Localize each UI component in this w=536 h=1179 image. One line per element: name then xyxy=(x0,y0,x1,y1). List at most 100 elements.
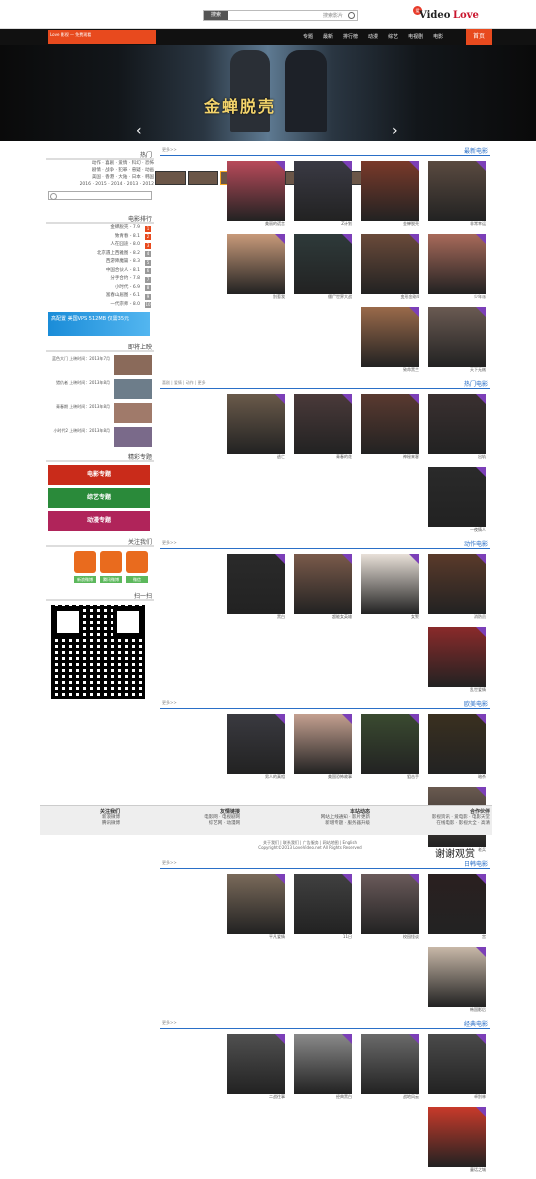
movie-title[interactable]: 美丽的谎言 xyxy=(265,221,285,226)
follow-button[interactable]: 腾讯微博 xyxy=(100,576,122,583)
movie-poster[interactable] xyxy=(361,714,419,774)
rank-item[interactable]: 西游降魔篇 - 8.3 5 xyxy=(105,259,151,266)
movie-card[interactable]: 神秘来客 xyxy=(361,394,419,464)
footer-link[interactable]: 电影网 · 电视剧网 xyxy=(204,815,240,820)
section-more-link[interactable]: 更多>> xyxy=(162,1020,177,1025)
tag-row[interactable]: 剧情 · 战争 · 犯罪 · 悬疑 · 动画 xyxy=(91,168,154,173)
movie-title[interactable]: 变形金刚4 xyxy=(400,294,419,299)
movie-title[interactable]: 老兵 xyxy=(478,847,486,852)
movie-title[interactable]: 致命黑兰 xyxy=(403,367,419,372)
movie-poster[interactable] xyxy=(428,627,486,687)
movie-title[interactable]: 校园怪谈 xyxy=(403,934,419,939)
movie-title[interactable]: 女警 xyxy=(411,614,419,619)
movie-card[interactable]: 卓别林 xyxy=(428,1034,486,1104)
movie-poster[interactable] xyxy=(428,394,486,454)
rank-item[interactable]: 人在囧途 - 8.0 3 xyxy=(110,242,151,249)
rank-item[interactable]: 一代宗师 - 8.0 10 xyxy=(110,301,151,308)
movie-poster[interactable] xyxy=(428,307,486,367)
upcoming-thumbnail[interactable] xyxy=(114,379,152,399)
rank-item[interactable]: 北京遇上西雅图 - 8.2 4 xyxy=(96,250,151,257)
movie-card[interactable]: 黑白 xyxy=(227,554,285,624)
movie-poster[interactable] xyxy=(428,161,486,221)
movie-poster[interactable] xyxy=(428,467,486,527)
movie-card[interactable]: 致命黑兰 xyxy=(361,307,419,377)
section-title[interactable]: 欧美电影 xyxy=(463,701,488,708)
movie-card[interactable]: 二战往事 xyxy=(227,1034,285,1104)
banner-thumb[interactable] xyxy=(187,171,219,185)
footer-link[interactable]: 影视资讯 · 爱电影 · 电影天堂 xyxy=(431,815,490,820)
movie-card[interactable]: 僵尸世界大战 xyxy=(294,234,352,304)
movie-card[interactable]: 狙击手 xyxy=(361,714,419,784)
movie-card[interactable]: 逃亡 xyxy=(227,394,285,464)
movie-poster[interactable] xyxy=(294,554,352,614)
movie-title[interactable]: 11日 xyxy=(342,934,352,939)
site-logo[interactable]: 爱 Video Love xyxy=(413,4,483,26)
movie-poster[interactable] xyxy=(294,1034,352,1094)
rank-item[interactable]: 中国合伙人 - 8.1 6 xyxy=(105,267,151,274)
section-title[interactable]: 动作电影 xyxy=(463,541,488,548)
upcoming-thumbnail[interactable] xyxy=(114,403,152,423)
tag-row[interactable]: 2016 · 2015 · 2014 · 2013 · 2012 xyxy=(79,182,154,187)
movie-poster[interactable] xyxy=(428,1034,486,1094)
section-title[interactable]: 最新电影 xyxy=(463,148,488,155)
movie-title[interactable]: 乱世爱情 xyxy=(470,687,486,692)
upcoming-item[interactable]: 蓝色大门 上映时间：2013年7月 xyxy=(46,354,154,376)
banner-thumb[interactable] xyxy=(155,171,186,185)
movie-card[interactable]: 11日 xyxy=(294,874,352,944)
follow-button[interactable]: 新浪微博 xyxy=(74,576,96,583)
movie-poster[interactable] xyxy=(294,714,352,774)
search-button[interactable]: 搜索 xyxy=(204,11,228,20)
section-more-link[interactable]: 更多>> xyxy=(162,147,177,152)
movie-title[interactable]: 神秘来客 xyxy=(403,454,419,459)
movie-title[interactable]: 一夜情人 xyxy=(470,527,486,532)
nav-item[interactable]: 最新 xyxy=(323,34,334,40)
movie-title[interactable]: 非常幸运 xyxy=(470,221,486,226)
hero-banner[interactable]: 金蝉脱壳 ‹ › xyxy=(0,45,536,185)
movie-poster[interactable] xyxy=(227,714,285,774)
movie-title[interactable]: 出轨 xyxy=(478,454,486,459)
movie-poster[interactable] xyxy=(227,1034,285,1094)
movie-title[interactable]: 二战往事 xyxy=(269,1094,285,1099)
movie-card[interactable]: 别惹我 xyxy=(227,234,285,304)
movie-title[interactable]: 美国恐怖故事 xyxy=(328,774,352,779)
movie-poster[interactable] xyxy=(227,161,285,221)
nav-item[interactable]: 电影 xyxy=(433,34,444,40)
nav-home[interactable]: 首页 xyxy=(466,29,492,45)
qq-weibo-icon[interactable] xyxy=(100,551,122,573)
movie-card[interactable]: 天下无贼 xyxy=(428,307,486,377)
movie-poster[interactable] xyxy=(361,307,419,367)
banner-prev-icon[interactable]: ‹ xyxy=(136,123,142,139)
movie-title[interactable]: 战地风云 xyxy=(403,1094,419,1099)
promo-banner[interactable]: 综艺专题 xyxy=(48,488,150,508)
movie-title[interactable]: 韩国影后 xyxy=(470,1007,486,1012)
movie-poster[interactable] xyxy=(428,234,486,294)
movie-poster[interactable] xyxy=(294,394,352,454)
section-title[interactable]: 热门电影 xyxy=(463,381,488,388)
upcoming-thumbnail[interactable] xyxy=(114,427,152,447)
movie-title[interactable]: 童话之城 xyxy=(470,1167,486,1172)
nav-ad-banner[interactable]: Love 影视 — 免费观看 xyxy=(48,30,156,44)
movie-poster[interactable] xyxy=(227,874,285,934)
movie-title[interactable]: 卓别林 xyxy=(474,1094,486,1099)
weibo-icon[interactable] xyxy=(74,551,96,573)
movie-poster[interactable] xyxy=(428,714,486,774)
movie-card[interactable]: 美国恐怖故事 xyxy=(294,714,352,784)
movie-card[interactable]: 青春的花 xyxy=(294,394,352,464)
movie-title[interactable]: 超能女英雄 xyxy=(332,614,352,619)
movie-poster[interactable] xyxy=(428,874,486,934)
upcoming-item[interactable]: 青春期 上映时间：2013年8月 xyxy=(46,402,154,424)
movie-card[interactable]: 一夜情人 xyxy=(428,467,486,537)
tag-row[interactable]: 动作 · 喜剧 · 爱情 · 科幻 · 恐怖 xyxy=(91,161,154,166)
movie-poster[interactable] xyxy=(361,234,419,294)
movie-poster[interactable] xyxy=(227,234,285,294)
movie-title[interactable]: 金蝉脱壳 xyxy=(403,221,419,226)
movie-title[interactable]: 青春的花 xyxy=(336,454,352,459)
vps-ad[interactable]: 高配置 美国VPS 512MB 仅需35元 xyxy=(48,312,150,336)
movie-card[interactable]: 经典黑白 xyxy=(294,1034,352,1104)
movie-card[interactable]: 童话之城 xyxy=(428,1107,486,1177)
movie-card[interactable]: 金蝉脱壳 xyxy=(361,161,419,231)
movie-poster[interactable] xyxy=(294,234,352,294)
movie-title[interactable]: 天下无贼 xyxy=(470,367,486,372)
sidebar-search-input[interactable] xyxy=(48,191,152,200)
footer-link[interactable]: 新增专题 · 服务器升级 xyxy=(325,821,370,826)
